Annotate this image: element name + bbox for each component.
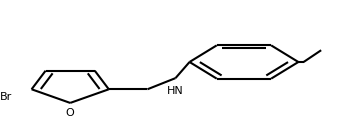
Text: O: O (66, 108, 74, 118)
Text: HN: HN (167, 86, 184, 95)
Text: Br: Br (0, 92, 12, 102)
